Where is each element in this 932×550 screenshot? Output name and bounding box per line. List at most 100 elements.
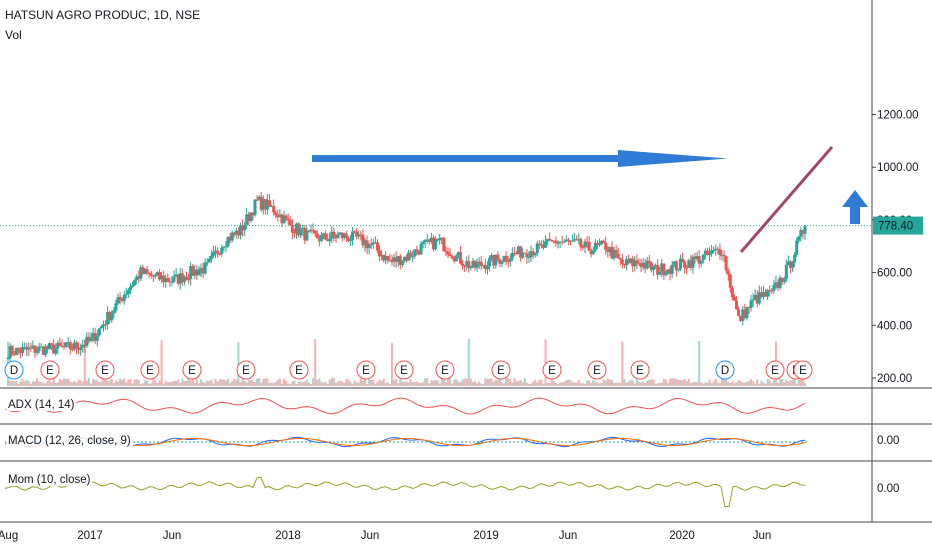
candle-body bbox=[759, 292, 763, 297]
rising-trendline bbox=[739, 146, 834, 253]
candle-body bbox=[631, 258, 635, 267]
volume-bar bbox=[588, 380, 591, 386]
candle-body bbox=[265, 200, 269, 210]
candle-body bbox=[303, 227, 307, 241]
volume-bar bbox=[550, 379, 553, 386]
volume-bar bbox=[731, 381, 734, 386]
volume-bar bbox=[48, 379, 51, 386]
candle-body bbox=[722, 254, 726, 257]
volume-bar bbox=[117, 381, 120, 386]
event-marker-label: E bbox=[593, 365, 601, 377]
earnings-marker bbox=[140, 360, 160, 380]
candle-body bbox=[247, 214, 251, 221]
volume-bar bbox=[283, 378, 286, 386]
volume-bar bbox=[96, 380, 99, 386]
candle-body bbox=[400, 260, 404, 266]
volume-bar bbox=[189, 380, 192, 386]
candle-body bbox=[591, 250, 595, 255]
candle-body bbox=[361, 234, 365, 246]
volume-bar bbox=[19, 381, 22, 386]
volume-bar bbox=[586, 380, 589, 386]
volume-bar bbox=[455, 379, 458, 386]
candle-body bbox=[612, 249, 616, 259]
candle-body bbox=[328, 238, 332, 242]
volume-bar bbox=[36, 378, 39, 386]
volume-bar bbox=[56, 382, 59, 386]
volume-bar bbox=[87, 378, 90, 386]
volume-bar bbox=[376, 381, 379, 386]
volume-bar bbox=[177, 379, 180, 386]
candle-body bbox=[407, 252, 411, 261]
volume-bar bbox=[606, 378, 609, 386]
volume-bar bbox=[351, 383, 354, 386]
volume-bar bbox=[108, 380, 111, 386]
volume-bar bbox=[393, 380, 396, 386]
volume-bar bbox=[343, 382, 346, 386]
candle-body bbox=[56, 342, 60, 349]
volume-bar bbox=[195, 378, 198, 386]
candle-body bbox=[766, 290, 770, 297]
candle-body bbox=[683, 261, 687, 268]
macd-label: MACD (12, 26, close, 9) bbox=[6, 435, 133, 447]
volume-bar bbox=[490, 378, 493, 386]
candle-body bbox=[656, 264, 660, 275]
volume-bar bbox=[347, 379, 350, 386]
volume-bar bbox=[110, 379, 113, 386]
volume-bar bbox=[164, 380, 167, 386]
volume-bar bbox=[227, 378, 230, 386]
candle-body bbox=[703, 250, 707, 255]
volume-bar bbox=[754, 383, 757, 386]
price-tick-label: 1000.00 bbox=[877, 162, 919, 174]
volume-bar bbox=[507, 378, 510, 386]
volume-bar bbox=[523, 378, 526, 386]
volume-bar bbox=[152, 378, 155, 386]
volume-bar bbox=[422, 382, 425, 386]
volume-bar bbox=[600, 383, 603, 386]
volume-bar bbox=[787, 381, 790, 386]
earnings-marker bbox=[289, 360, 309, 380]
candle-body bbox=[21, 347, 25, 353]
candle-body bbox=[573, 239, 577, 241]
dividend-marker bbox=[4, 360, 24, 380]
volume-bar bbox=[71, 382, 74, 386]
volume-bar bbox=[368, 379, 371, 386]
volume-bar bbox=[764, 383, 767, 386]
candle-body bbox=[405, 256, 408, 261]
volume-bar bbox=[440, 378, 443, 386]
volume-bar bbox=[735, 382, 738, 386]
candle-body bbox=[33, 345, 37, 353]
candle-body bbox=[216, 250, 220, 254]
candle-body bbox=[72, 342, 76, 350]
momentum-axis-tick: 0.00 bbox=[877, 483, 899, 495]
candle-body bbox=[687, 260, 691, 268]
volume-bar bbox=[17, 383, 20, 386]
volume-bar bbox=[27, 381, 30, 386]
candle-body bbox=[527, 257, 531, 259]
candle-body bbox=[143, 269, 147, 274]
volume-bar bbox=[131, 383, 134, 386]
candle-body bbox=[126, 290, 130, 294]
volume-bar bbox=[210, 379, 213, 386]
event-marker-label: E bbox=[799, 365, 807, 377]
volume-bar bbox=[494, 380, 497, 386]
volume-bar bbox=[615, 382, 618, 386]
candle-body bbox=[583, 241, 587, 248]
candle-body bbox=[662, 263, 666, 276]
candle-body bbox=[380, 254, 384, 257]
event-marker-label: E bbox=[636, 365, 644, 377]
candle-body bbox=[313, 230, 317, 234]
candle-body bbox=[705, 250, 709, 256]
volume-bar bbox=[534, 379, 537, 386]
candle-body bbox=[649, 262, 653, 271]
candle-body bbox=[788, 261, 792, 268]
candle-body bbox=[66, 342, 70, 344]
volume-bar bbox=[488, 378, 491, 386]
candle-body bbox=[490, 255, 494, 259]
volume-bar bbox=[235, 379, 238, 386]
event-marker-label: E bbox=[441, 365, 449, 377]
volume-bar bbox=[63, 378, 66, 386]
volume-bar bbox=[758, 383, 761, 386]
volume-bar bbox=[559, 382, 562, 386]
volume-bar bbox=[272, 383, 275, 386]
